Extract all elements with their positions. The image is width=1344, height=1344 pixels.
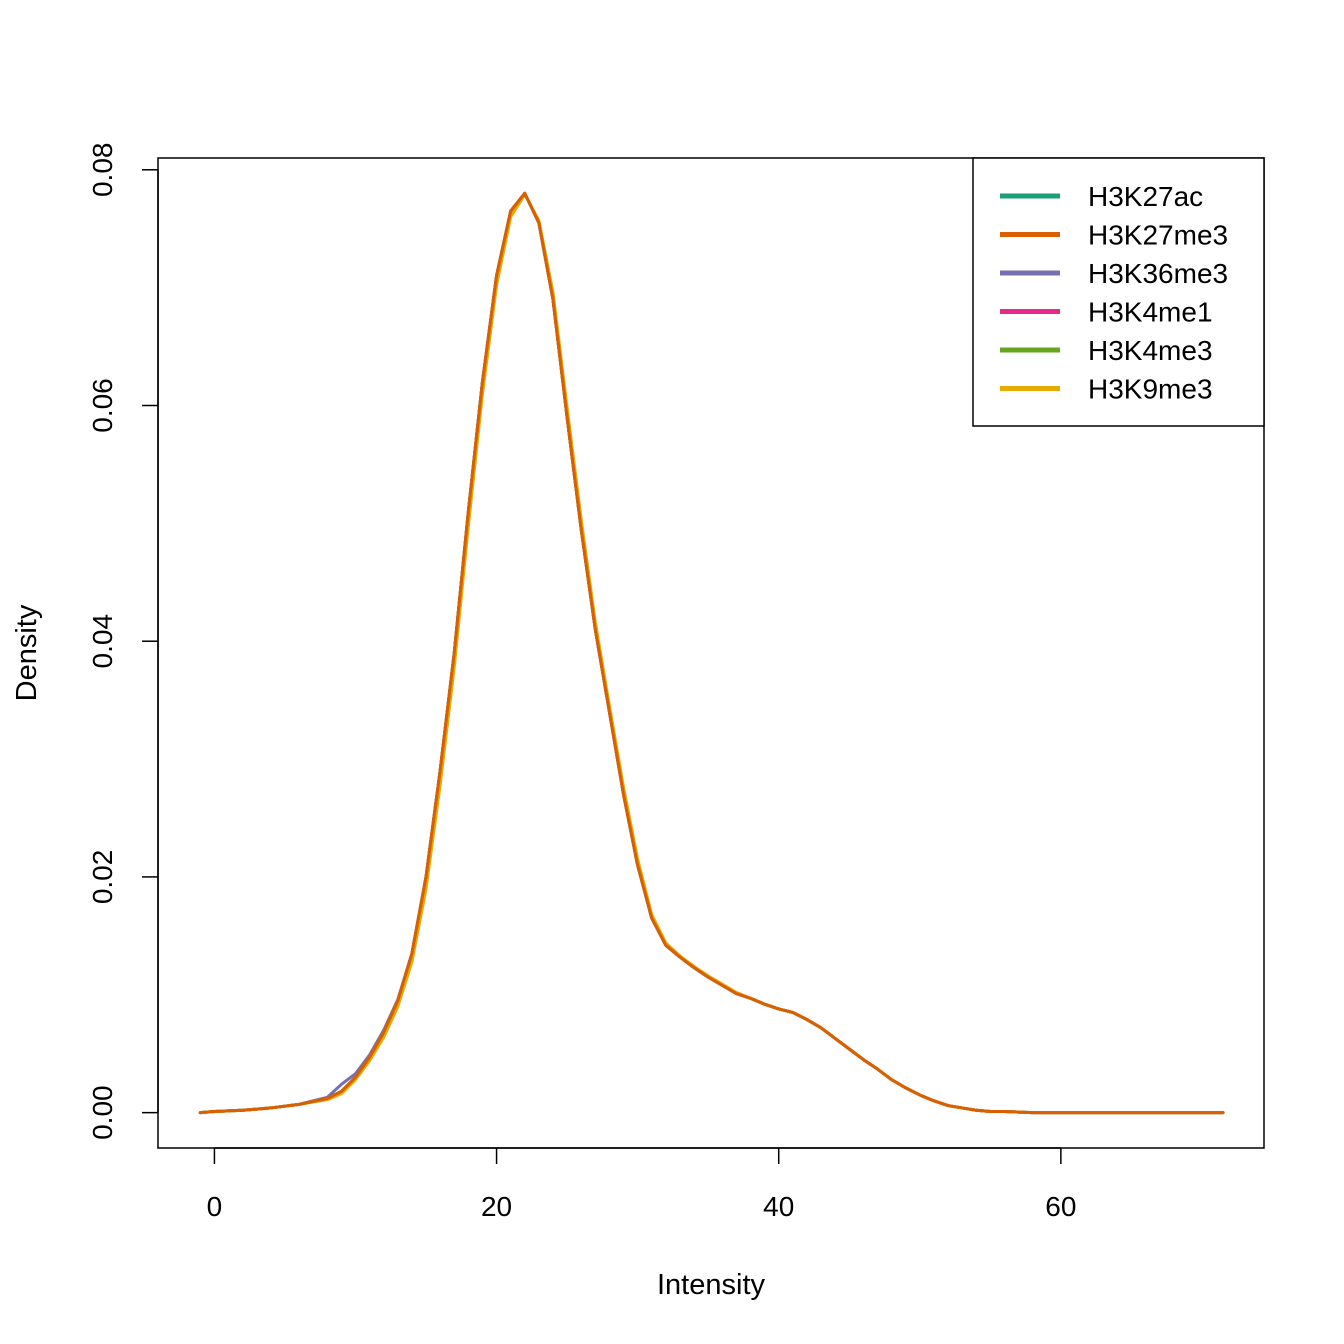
- y-tick-label: 0.00: [87, 1085, 118, 1140]
- x-tick-label: 20: [481, 1191, 512, 1222]
- x-tick-label: 0: [207, 1191, 223, 1222]
- y-axis: 0.00 0.02 0.04 0.06 0.08: [87, 143, 159, 1140]
- y-tick-label: 0.06: [87, 378, 118, 433]
- legend-label-h3k27ac: H3K27ac: [1088, 181, 1203, 212]
- y-axis-title: Density: [11, 604, 43, 701]
- x-axis-title: Intensity: [657, 1269, 765, 1301]
- legend-label-h3k36me3: H3K36me3: [1088, 258, 1228, 289]
- legend-label-h3k4me3: H3K4me3: [1088, 335, 1213, 366]
- x-tick-label: 60: [1045, 1191, 1076, 1222]
- y-tick-label: 0.04: [87, 614, 118, 669]
- series-layer: [198, 191, 1225, 1115]
- legend-label-h3k9me3: H3K9me3: [1088, 374, 1213, 405]
- legend-label-h3k4me1: H3K4me1: [1088, 297, 1213, 328]
- y-tick-label: 0.02: [87, 850, 118, 905]
- legend-items: H3K27ac H3K27me3 H3K36me3 H3K4me1 H3K4me3 H3K…: [1000, 181, 1228, 405]
- legend-label-h3k27me3: H3K27me3: [1088, 220, 1228, 251]
- series-line-h3k27me3: [198, 191, 1225, 1115]
- x-axis: 0 20 40 60: [207, 1147, 1076, 1222]
- legend-box: [972, 157, 1265, 427]
- legend: H3K27ac H3K27me3 H3K36me3 H3K4me1 H3K4me3 H3K…: [972, 157, 1265, 427]
- y-tick-label: 0.08: [87, 143, 118, 198]
- x-tick-label: 40: [763, 1191, 794, 1222]
